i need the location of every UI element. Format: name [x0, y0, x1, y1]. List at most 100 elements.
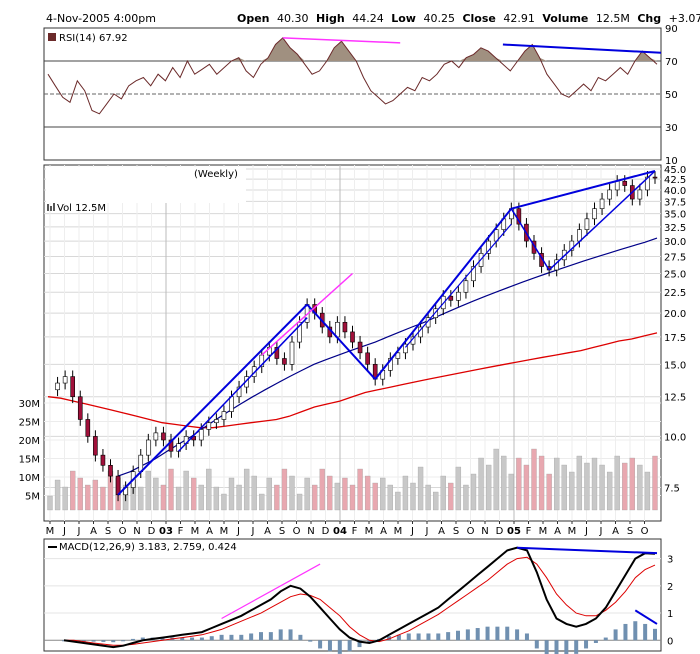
volume-bar	[478, 457, 484, 511]
rsi-tick-label: 10	[665, 156, 678, 167]
volume-bar	[191, 477, 197, 511]
x-tick-label: O	[293, 526, 301, 537]
volume-label: Volume	[542, 12, 588, 25]
macd-histogram-bar	[446, 632, 451, 641]
macd-histogram-bar	[367, 640, 372, 643]
candle-body	[350, 331, 355, 343]
rsi-legend-box	[46, 31, 156, 44]
macd-histogram-bar	[357, 640, 362, 648]
high-label: High	[316, 12, 345, 25]
volume-bar	[357, 468, 363, 511]
volume-bar	[145, 470, 151, 511]
x-tick-label: M	[539, 526, 548, 537]
macd-legend: MACD(12,26,9) 3.183, 2.759, 0.424	[59, 542, 237, 553]
trendline-decline-2005	[510, 208, 550, 271]
volume-bar	[198, 484, 204, 511]
volume-bar	[531, 448, 537, 511]
volume-bar	[349, 484, 356, 511]
rsi-trendline-blue	[502, 43, 662, 54]
macd-histogram-bar	[318, 640, 323, 649]
price-tick-label: 35.0	[664, 210, 686, 221]
macd-histogram-bar	[603, 637, 608, 641]
macd-histogram-bar	[584, 640, 589, 649]
volume-tick-label: 15M	[19, 455, 40, 466]
macd-histogram-bar	[337, 640, 342, 654]
trendline-channel-high-2003	[178, 317, 308, 452]
price-tick-label: 25.0	[664, 270, 686, 281]
macd-histogram-bar	[199, 637, 204, 641]
candle-body	[198, 429, 204, 441]
x-tick-label: A	[612, 526, 619, 537]
volume-bar	[168, 468, 174, 511]
volume-tick-label: 25M	[19, 418, 40, 429]
trendline-channel-low-2003	[117, 303, 308, 496]
x-tick-label: N	[133, 526, 140, 537]
x-tick-label: J	[251, 526, 255, 537]
x-tick-label: A	[554, 526, 561, 537]
rsi-legend-swatch	[48, 33, 56, 41]
candle-body	[425, 317, 431, 328]
volume-bar	[606, 471, 613, 511]
volume-bar	[372, 482, 378, 511]
volume-bar	[85, 484, 91, 511]
x-tick-label: F	[352, 526, 358, 537]
x-tick-label: S	[627, 526, 633, 537]
x-tick-label: N	[481, 526, 488, 537]
candle-body	[282, 358, 287, 365]
volume-tick-label: 20M	[19, 436, 40, 447]
chg-value: +3.07 (+7.71%)	[669, 12, 700, 25]
x-tick-label: O	[467, 526, 475, 537]
candle-body	[388, 358, 393, 371]
macd-histogram	[62, 621, 657, 654]
macd-histogram-bar	[633, 621, 638, 641]
macd-tick-label: 3	[667, 555, 673, 566]
volume-bar	[274, 484, 280, 511]
x-tick-label: A	[438, 526, 445, 537]
x-tick-label: M	[46, 526, 55, 537]
price-tick-label: 42.5	[664, 175, 686, 186]
volume-bar	[440, 475, 446, 511]
rsi-line	[47, 37, 658, 115]
volume-bar	[554, 457, 560, 511]
volume-bar	[206, 468, 212, 511]
x-tick-label: D	[148, 526, 156, 537]
volume-bar	[637, 464, 643, 511]
x-tick-label: M	[220, 526, 229, 537]
chg-label: Chg	[637, 12, 661, 25]
macd-histogram-bar	[81, 640, 86, 642]
candle-body	[456, 291, 461, 301]
candle-body	[229, 396, 234, 412]
x-tick-label: 05	[507, 526, 521, 537]
volume-bar	[402, 475, 409, 511]
macd-histogram-bar	[544, 640, 549, 654]
candle-body	[448, 295, 454, 301]
price-y-axis: 7.5 10.0 12.5 15.0 17.5 20.0 22.5 25.0 27.5 30.0 3…	[664, 165, 686, 495]
x-tick-label: J	[599, 526, 603, 537]
macd-tick-label: 1	[667, 609, 673, 620]
volume-bar	[417, 466, 424, 511]
candle-body	[342, 321, 348, 333]
candle-body	[637, 189, 643, 200]
x-tick-label: M	[191, 526, 200, 537]
macd-histogram-bar	[219, 634, 224, 641]
volume-bar	[70, 470, 76, 511]
macd-histogram-bar	[426, 633, 431, 641]
price-tick-label: 7.5	[664, 484, 680, 495]
macd-histogram-bar	[327, 640, 332, 652]
candle-body	[622, 180, 628, 186]
price-tick-label: 32.5	[664, 223, 686, 234]
volume-bar	[561, 464, 567, 511]
candle-body	[357, 341, 363, 354]
x-tick-label: J	[425, 526, 429, 537]
volume-bar	[622, 462, 628, 511]
volume-bar	[364, 475, 371, 511]
macd-histogram-bar	[229, 634, 234, 641]
price-tick-label: 37.5	[664, 197, 686, 208]
low-value: 40.25	[423, 12, 455, 25]
candle-body	[365, 352, 370, 365]
quote-date: 4-Nov-2005 4:00pm	[46, 12, 156, 25]
volume-bar	[591, 457, 598, 511]
macd-histogram-bar	[140, 637, 145, 641]
quote-header: 4-Nov-2005 4:00pm Open 40.30 High 44.24 …	[46, 12, 700, 25]
